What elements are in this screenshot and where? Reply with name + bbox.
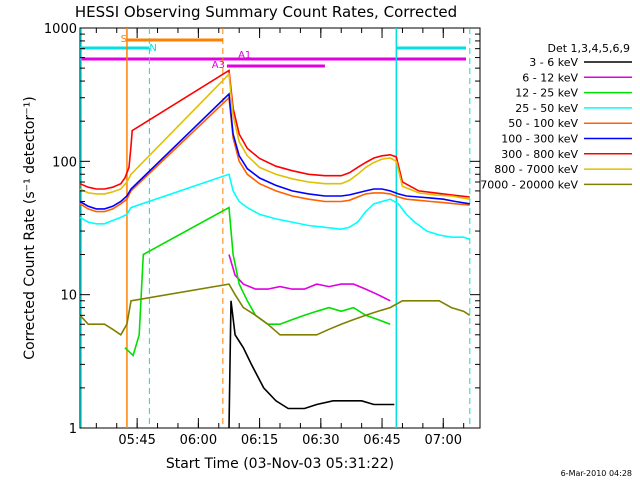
- legend-label: 7000 - 20000 keV: [480, 178, 578, 191]
- marker-label: N: [149, 43, 156, 54]
- x-axis: 05:45 06:00 06:15 06:30 06:45 07:00: [95, 28, 465, 448]
- series-line-2: [124, 206, 391, 357]
- y-tick-label: 10: [60, 289, 77, 304]
- x-tick-label: 06:45: [363, 433, 400, 448]
- y-tick-label: 100: [52, 155, 77, 170]
- series-line-5: [79, 92, 470, 210]
- x-tick-label: 06:15: [241, 433, 278, 448]
- legend-label: 800 - 7000 keV: [494, 163, 578, 176]
- x-tick-label: 07:00: [425, 433, 462, 448]
- chart-title: HESSI Observing Summary Count Rates, Cor…: [75, 3, 457, 21]
- marker-label: A1: [238, 50, 251, 61]
- series-line-4: [79, 95, 470, 213]
- observing-markers: S N A1 A3: [80, 28, 471, 428]
- series-line-6: [79, 69, 470, 198]
- x-axis-label: Start Time (03-Nov-03 05:31:22): [166, 456, 394, 472]
- marker-label: A3: [212, 60, 225, 71]
- x-tick-label: 05:45: [118, 433, 155, 448]
- legend-label: 300 - 800 keV: [501, 148, 578, 161]
- legend-label: 6 - 12 keV: [522, 71, 578, 84]
- series-group: [79, 69, 471, 429]
- legend-title: Det 1,3,4,5,6,9: [547, 42, 630, 55]
- plot-area: [79, 27, 481, 429]
- y-axis: 1 10 100 1000: [44, 22, 480, 437]
- legend-label: 3 - 6 keV: [529, 56, 578, 69]
- legend-label: 50 - 100 keV: [508, 117, 578, 130]
- y-axis-label: Corrected Count Rate (s⁻¹ detector⁻¹): [22, 96, 38, 359]
- series-line-7: [79, 72, 470, 200]
- legend-label: 12 - 25 keV: [515, 87, 578, 100]
- y-tick-label: 1: [69, 422, 77, 437]
- generation-timestamp: 6-Mar-2010 04:28: [561, 469, 632, 478]
- y-tick-label: 1000: [44, 22, 77, 37]
- legend: Det 1,3,4,5,6,9 3 - 6 keV 6 - 12 keV 12 - …: [480, 42, 632, 191]
- legend-label: 25 - 50 keV: [515, 102, 578, 115]
- series-line-3: [79, 173, 471, 241]
- x-tick-label: 06:30: [302, 433, 339, 448]
- x-tick-label: 06:00: [180, 433, 217, 448]
- legend-label: 100 - 300 keV: [501, 133, 578, 146]
- series-line-0: [228, 300, 395, 429]
- series-line-8: [79, 283, 471, 336]
- series-line-1: [228, 254, 391, 302]
- marker-label: S: [121, 34, 127, 45]
